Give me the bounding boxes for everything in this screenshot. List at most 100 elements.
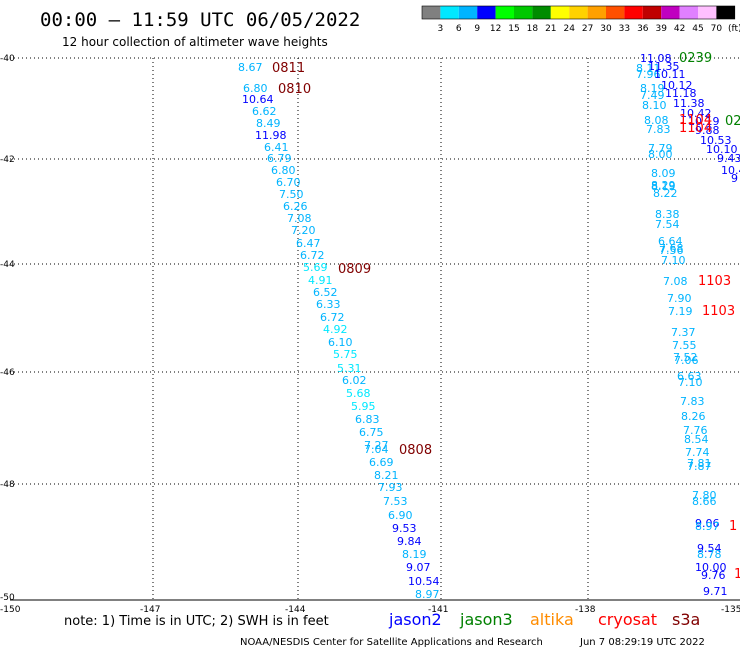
swh-value: 7.19	[668, 305, 693, 318]
swh-value: 6.41	[264, 141, 289, 154]
lat-label: -46	[0, 368, 15, 378]
swh-value: 6.10	[328, 336, 353, 349]
swh-value: 4.91	[308, 274, 333, 287]
swh-value: 6.80	[243, 82, 268, 95]
lon-label: -138	[575, 605, 596, 615]
swh-value: 11.35	[648, 60, 680, 73]
swh-value: 6.33	[316, 298, 341, 311]
legend-label: 9	[474, 24, 480, 34]
swh-value: 6.70	[276, 176, 301, 189]
swh-value: 10.4	[721, 164, 740, 177]
legend-swatch	[495, 6, 514, 19]
swh-value: 7.06	[674, 354, 699, 367]
swh-value: 11.98	[255, 129, 287, 142]
legend-swatch	[661, 6, 680, 19]
legend-swatch	[440, 6, 459, 19]
swh-value: 8.78	[697, 548, 722, 561]
swh-value: 7.83	[680, 395, 705, 408]
swh-value: 9.84	[397, 535, 422, 548]
legend-swatch	[587, 6, 606, 19]
swh-value: 7.56	[659, 244, 684, 257]
swh-value: 6.75	[359, 426, 384, 439]
pass-time-label: 1104	[679, 121, 712, 136]
swh-value: 9.53	[392, 522, 417, 535]
swh-value: 8.29	[651, 179, 676, 192]
swh-value: 10.53	[700, 134, 732, 147]
satellite-jason2-label: jason2	[388, 610, 442, 629]
swh-value: 6.72	[320, 311, 345, 324]
swh-value: 9.54	[697, 542, 722, 555]
legend-label: 12	[490, 24, 501, 34]
swh-value: 7.90	[667, 292, 692, 305]
legend-label: 15	[508, 24, 519, 34]
pass-time-label: 0808	[399, 443, 432, 458]
lon-label: -144	[285, 605, 306, 615]
pass-time-label: 02	[725, 114, 740, 129]
swh-value: 10.19	[688, 115, 720, 128]
swh-value: 7.20	[291, 224, 316, 237]
swh-value: 8.11	[636, 62, 661, 75]
legend-label: 24	[563, 24, 575, 34]
graticule	[10, 57, 740, 601]
swh-value: 9.07	[406, 561, 431, 574]
swh-value: 7.37	[671, 326, 696, 339]
swh-value: 5.75	[333, 348, 358, 361]
swh-value: 8.26	[681, 410, 706, 423]
swh-value: 8.08	[644, 114, 669, 127]
footer-note: note: 1) Time is in UTC; 2) SWH is in fe…	[64, 614, 329, 629]
lon-label: -135	[721, 605, 740, 615]
legend-swatch	[698, 6, 717, 19]
legend-label: 70	[711, 24, 723, 34]
legend-swatch	[716, 6, 735, 19]
swh-value: 8.54	[684, 433, 709, 446]
legend-swatch	[532, 6, 551, 19]
swh-value: 8.19	[651, 180, 676, 193]
legend-label: 36	[637, 24, 649, 34]
pass-time-label: 1	[729, 519, 737, 534]
swh-value: 8.21	[374, 469, 399, 482]
swh-value: 7.04	[364, 443, 389, 456]
lat-label: -48	[0, 480, 15, 490]
swh-value: 6.47	[296, 237, 321, 250]
legend-label: 21	[545, 24, 556, 34]
legend-label: 42	[674, 24, 685, 34]
pass-time-label: 1104	[679, 113, 712, 128]
swh-value: 6.63	[677, 370, 702, 383]
swh-value: 7.68	[659, 242, 684, 255]
lon-label: -150	[0, 605, 21, 615]
legend-label: 3	[438, 24, 444, 34]
swh-value: 6.69	[369, 456, 394, 469]
lat-labels: -40 -42 -44 -46 -48 -50	[0, 54, 15, 603]
lat-label: -42	[0, 155, 15, 165]
legend-swatch	[606, 6, 625, 19]
swh-value: 10.11	[654, 68, 686, 81]
swh-value: 10.00	[695, 561, 727, 574]
legend-label: (ft)	[728, 24, 740, 34]
swh-value: 7.93	[378, 481, 403, 494]
pass-time-label: 0810	[278, 82, 311, 97]
swh-value: 5.95	[351, 400, 376, 413]
swh-value: 8.97	[695, 520, 720, 533]
swh-value: 4.92	[323, 323, 348, 336]
swh-value: 7.50	[279, 188, 304, 201]
legend-swatch	[458, 6, 478, 19]
swh-value: 7.49	[640, 89, 665, 102]
swh-value: 6.02	[342, 374, 367, 387]
swh-value: 7.87	[687, 460, 712, 473]
swh-value: 6.72	[300, 249, 325, 262]
legend-label: 33	[619, 24, 630, 34]
lon-label: -147	[140, 605, 160, 615]
map-title: 00:00 – 11:59 UTC 06/05/2022	[40, 9, 360, 31]
swh-value: 7.27	[364, 439, 389, 452]
swh-value: 9.71	[703, 585, 728, 598]
legend-frame	[421, 5, 736, 20]
pass-time-label: 0809	[338, 262, 371, 277]
lat-label: -40	[0, 54, 15, 64]
pass-time-label: 1	[734, 567, 740, 582]
swh-value: 6.79	[267, 152, 292, 165]
swh-value: 10.12	[661, 79, 693, 92]
swh-value: 8.66	[692, 495, 717, 508]
